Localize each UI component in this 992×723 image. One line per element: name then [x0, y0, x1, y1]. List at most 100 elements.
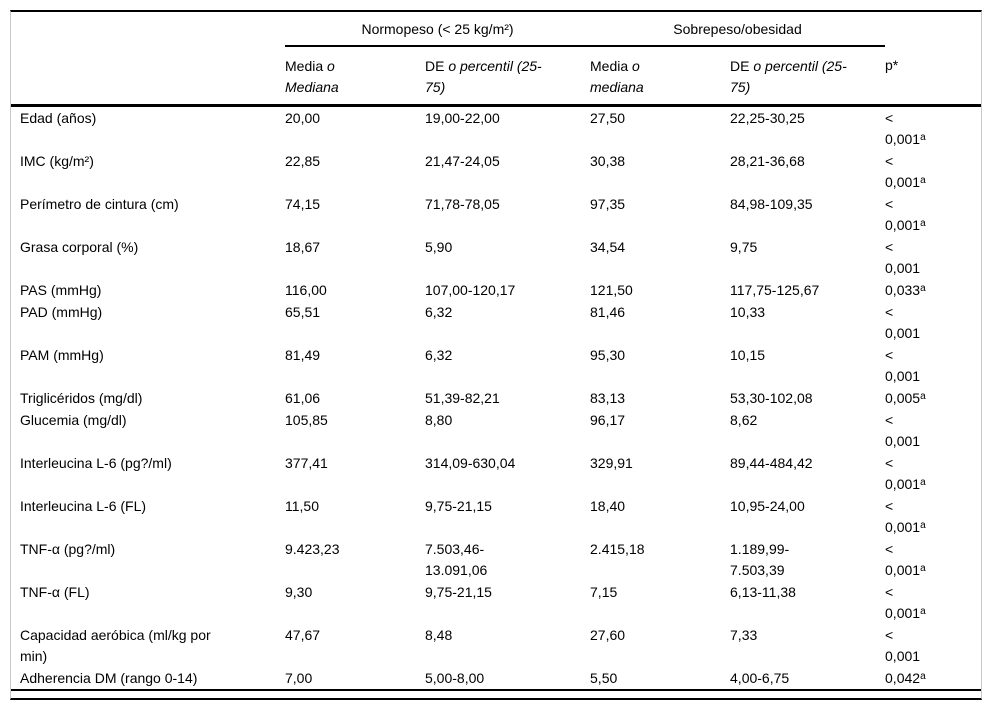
- cell-media-normopeso: 11,50: [285, 498, 319, 514]
- subheader-de-normopeso: DE o percentil (25-75): [425, 46, 591, 107]
- footnote-marker: a: [920, 391, 926, 402]
- cell-de-normopeso: 9,75-21,15: [425, 584, 492, 600]
- cell-media-sobrepeso: 329,91: [590, 455, 633, 471]
- table-row: PAS (mmHg) 116,00 107,00-120,17 121,50 1…: [11, 279, 981, 301]
- table-row: IMC (kg/m²) 22,85 21,47-24,05 30,38 28,2…: [11, 150, 981, 193]
- cell-de-normopeso: 8,48: [425, 627, 453, 643]
- cell-p-value: < 0,001: [885, 627, 921, 664]
- cell-p-value: < 0,001: [885, 239, 921, 276]
- cell-de-normopeso: 21,47-24,05: [425, 153, 500, 169]
- cell-p-value: 0,005a: [885, 390, 926, 406]
- page: Normopeso (< 25 kg/m²) Sobrepeso/obesida…: [0, 10, 992, 723]
- cell-variable-label: TNF-α (FL): [20, 584, 90, 600]
- cell-de-sobrepeso: 84,98-109,35: [730, 196, 813, 212]
- cell-variable-label: IMC (kg/m²): [20, 153, 94, 169]
- cell-variable-label: Glucemia (mg/dl): [20, 412, 127, 428]
- cell-de-normopeso: 7.503,46-13.091,06: [425, 541, 488, 578]
- group-header-spacer: [11, 12, 285, 46]
- subheader-media-sobrepeso: Media o mediana: [590, 46, 731, 107]
- cell-variable-label: Adherencia DM (rango 0-14): [11, 667, 285, 691]
- cell-p-value: < 0,001a: [885, 584, 926, 621]
- cell-media-sobrepeso: 2.415,18: [590, 541, 645, 557]
- cell-media-sobrepeso: 18,40: [590, 498, 626, 514]
- footnote-marker: a: [920, 477, 926, 488]
- group-header-normopeso: Normopeso (< 25 kg/m²): [285, 12, 591, 47]
- cell-de-normopeso: 19,00-22,00: [425, 110, 500, 126]
- cell-p-value: < 0,001: [885, 347, 921, 384]
- cell-de-normopeso: 5,90: [425, 239, 453, 255]
- cell-de-sobrepeso: 53,30-102,08: [730, 390, 813, 406]
- cell-de-normopeso: 71,78-78,05: [425, 196, 500, 212]
- cell-media-normopeso: 47,67: [285, 627, 321, 643]
- cell-media-normopeso: 20,00: [285, 110, 321, 126]
- cell-de-normopeso: 9,75-21,15: [425, 498, 492, 514]
- table-row: TNF-α (pg?/ml) 9.423,23 7.503,46-13.091,…: [11, 538, 981, 581]
- cell-de-sobrepeso: 28,21-36,68: [730, 153, 805, 169]
- cell-p-value: < 0,001a: [885, 455, 926, 492]
- cell-media-sobrepeso: 7,15: [590, 584, 618, 600]
- cell-media-normopeso: 9.423,23: [285, 541, 340, 557]
- subheader-text-italic: o percentil (25-75): [730, 58, 847, 95]
- cell-p-value: 0,033a: [885, 282, 926, 298]
- table-row: Grasa corporal (%) 18,67 5,90 34,54 9,75…: [11, 236, 981, 279]
- cell-media-sobrepeso: 121,50: [590, 282, 633, 298]
- cell-p-value: < 0,001: [885, 412, 921, 449]
- table-body: Edad (años) 20,00 19,00-22,00 27,50 22,2…: [11, 106, 982, 691]
- table-row: PAD (mmHg) 65,51 6,32 81,46 10,33 < 0,00…: [11, 301, 981, 344]
- subheader-text: DE: [730, 58, 750, 74]
- cell-variable-label: PAM (mmHg): [20, 347, 104, 363]
- cell-de-sobrepeso: 7,33: [730, 627, 758, 643]
- subheader-text-italic: o percentil (25-75): [425, 58, 542, 95]
- cell-p-value: < 0,001a: [885, 153, 926, 190]
- cell-de-sobrepeso: 117,75-125,67: [730, 282, 820, 298]
- cell-de-normopeso: 51,39-82,21: [425, 390, 500, 406]
- cell-p-value: < 0,001a: [885, 541, 926, 578]
- table-row: Interleucina L-6 (FL) 11,50 9,75-21,15 1…: [11, 495, 981, 538]
- cell-de-normopeso: 8,80: [425, 412, 453, 428]
- table-frame: Normopeso (< 25 kg/m²) Sobrepeso/obesida…: [10, 10, 982, 700]
- cell-media-normopeso: 116,00: [285, 282, 327, 298]
- cell-de-sobrepeso: 1.189,99-7.503,39: [730, 541, 790, 578]
- table-header: Normopeso (< 25 kg/m²) Sobrepeso/obesida…: [11, 12, 982, 107]
- table-row: Edad (años) 20,00 19,00-22,00 27,50 22,2…: [11, 106, 981, 151]
- cell-de-sobrepeso: 4,00-6,75: [730, 667, 886, 691]
- cell-media-sobrepeso: 97,35: [590, 196, 626, 212]
- cell-variable-label: Triglicéridos (mg/dl): [20, 390, 143, 406]
- table-row: TNF-α (FL) 9,30 9,75-21,15 7,15 6,13-11,…: [11, 581, 981, 624]
- table-row: Adherencia DM (rango 0-14) 7,00 5,00-8,0…: [11, 667, 982, 691]
- footnote-marker: a: [920, 520, 926, 531]
- footnote-marker: a: [920, 671, 926, 682]
- cell-media-sobrepeso: 30,38: [590, 153, 626, 169]
- cell-variable-label: Grasa corporal (%): [20, 239, 139, 255]
- subheader-media-normopeso: Media o Mediana: [285, 46, 425, 107]
- cell-media-normopeso: 74,15: [285, 196, 321, 212]
- cell-variable-label: Capacidad aeróbica (ml/kg por min): [20, 627, 211, 664]
- cell-media-normopeso: 65,51: [285, 304, 321, 320]
- cell-p-value: < 0,001: [885, 304, 921, 341]
- cell-variable-label: TNF-α (pg?/ml): [20, 541, 116, 557]
- footnote-marker: a: [920, 563, 926, 574]
- cell-p-value: 0,042a: [885, 667, 982, 691]
- cell-media-sobrepeso: 83,13: [590, 390, 626, 406]
- footnote-marker: a: [920, 132, 926, 143]
- cell-media-sobrepeso: 5,50: [590, 667, 731, 691]
- cell-de-sobrepeso: 89,44-484,42: [730, 455, 813, 471]
- subheader-variable: [11, 46, 285, 107]
- cell-de-sobrepeso: 10,95-24,00: [730, 498, 805, 514]
- cell-de-normopeso: 6,32: [425, 347, 453, 363]
- table-row: Glucemia (mg/dl) 105,85 8,80 96,17 8,62 …: [11, 409, 981, 452]
- cell-media-normopeso: 18,67: [285, 239, 321, 255]
- cell-p-value: < 0,001a: [885, 498, 926, 535]
- cell-de-normopeso: 5,00-8,00: [425, 667, 591, 691]
- subheader-text-italic: o mediana: [590, 58, 644, 95]
- cell-media-sobrepeso: 34,54: [590, 239, 626, 255]
- group-header-row: Normopeso (< 25 kg/m²) Sobrepeso/obesida…: [11, 12, 981, 47]
- cell-de-sobrepeso: 22,25-30,25: [730, 110, 805, 126]
- subheader-text: Media: [590, 58, 629, 74]
- cell-media-normopeso: 81,49: [285, 347, 321, 363]
- footnote-marker: a: [920, 218, 926, 229]
- cell-p-value: < 0,001a: [885, 196, 926, 233]
- cell-media-sobrepeso: 96,17: [590, 412, 626, 428]
- subheader-row: Media o Mediana DE o percentil (25-75) M…: [11, 46, 982, 107]
- cell-de-sobrepeso: 10,33: [730, 304, 766, 320]
